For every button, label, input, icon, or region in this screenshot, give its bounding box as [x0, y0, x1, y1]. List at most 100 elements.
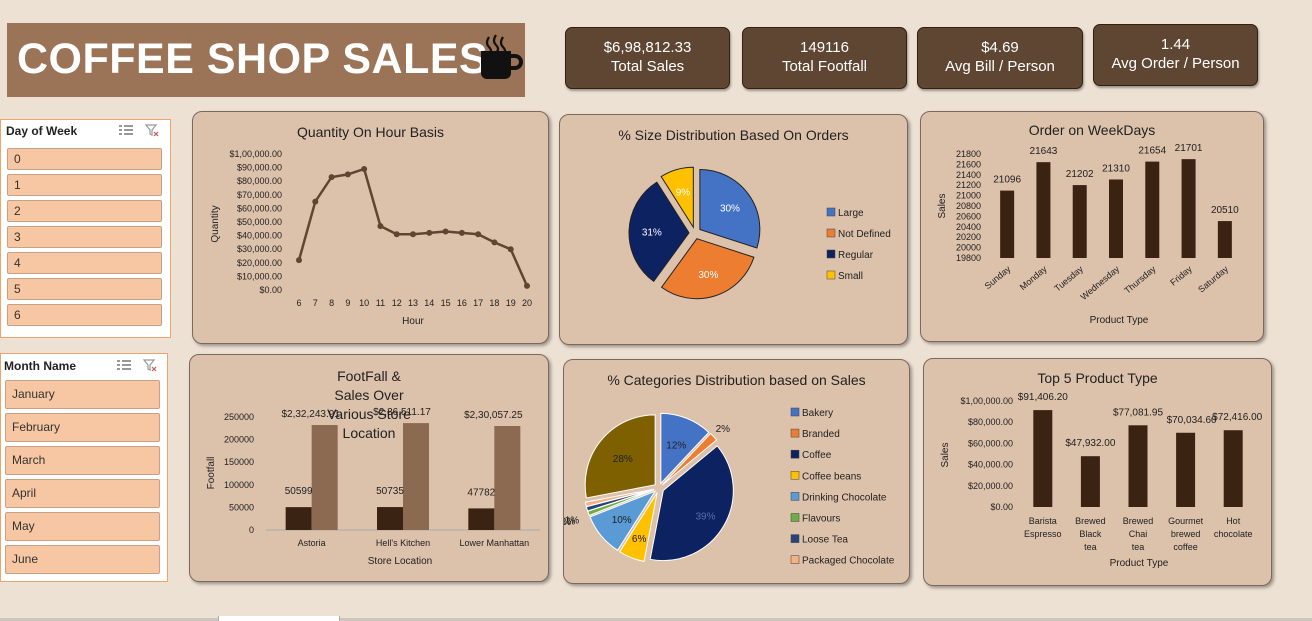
slicer-item[interactable]: 2	[7, 200, 162, 222]
data-label: $91,406.20	[1018, 392, 1068, 403]
data-label: $2,36,511.17	[373, 407, 431, 418]
chart-size-distribution[interactable]: % Size Distribution Based On Orders 30% 3…	[559, 114, 908, 345]
chart-title: FootFall & Sales Over Various Store Loca…	[327, 368, 411, 441]
pie-slice	[589, 490, 657, 551]
data-point	[442, 228, 449, 235]
x-axis-label: Store Location	[368, 556, 433, 567]
line-chart: $0.00 $10,000.00 $20,000.00 $30,000.00 $40,0…	[210, 149, 532, 327]
bar	[1176, 432, 1196, 507]
multi-select-icon[interactable]	[117, 359, 131, 373]
y-tick-label: 20400	[956, 222, 981, 232]
slicer-item[interactable]: 5	[7, 278, 162, 300]
kpi-value: 149116	[800, 39, 849, 56]
chart-top-products[interactable]: Top 5 Product Type $0.00 $20,000.00 $40,00…	[923, 358, 1272, 586]
x-tick-label: Brewed	[1075, 516, 1106, 526]
x-tick-label: 15	[441, 298, 451, 308]
slicer-header: Day of Week	[1, 120, 170, 142]
coffee-cup-icon	[481, 34, 523, 79]
y-tick-label: 21000	[956, 191, 981, 201]
y-tick-label: 20600	[956, 211, 981, 221]
data-label: 21202	[1066, 169, 1094, 180]
y-tick-label: $70,000.00	[237, 190, 282, 200]
data-label: 20510	[1211, 205, 1239, 216]
slice-label: 10%	[612, 515, 632, 526]
x-tick-label: Astoria	[298, 538, 326, 548]
y-tick-label: 100000	[224, 480, 254, 490]
kpi-avg-order: 1.44 Avg Order / Person	[1093, 24, 1258, 86]
clear-filter-icon[interactable]	[142, 359, 157, 373]
x-tick-label: 9	[345, 298, 350, 308]
slicer-item[interactable]: 0	[7, 148, 162, 170]
x-tick-label: Espresso	[1024, 529, 1062, 539]
x-tick-label: Thursday	[1122, 264, 1158, 296]
pie-slice	[660, 166, 694, 229]
y-tick-label: 21600	[956, 159, 981, 169]
legend-label: Small	[838, 271, 863, 282]
slice-label: 30%	[698, 270, 718, 281]
y-tick-label: $30,000.00	[237, 244, 282, 254]
chart-title: % Size Distribution Based On Orders	[618, 127, 849, 143]
bar	[1181, 159, 1196, 258]
sheet-tab[interactable]	[218, 616, 340, 621]
slice-label: 2%	[716, 424, 731, 435]
pie-chart: 30% 30% 31% 9% Large Not Defined Regular Small	[628, 166, 891, 300]
x-tick-label: Tuesday	[1052, 264, 1085, 294]
slicer-item[interactable]: February	[5, 413, 160, 442]
y-tick-label: 0	[249, 525, 254, 535]
y-tick-label: $1,00,000.00	[960, 396, 1013, 406]
y-tick-label: $60,000.00	[237, 203, 282, 213]
chart-title: Top 5 Product Type	[1037, 370, 1158, 386]
clear-filter-icon[interactable]	[144, 124, 159, 138]
pie-slice	[584, 488, 655, 508]
y-tick-label: 20000	[956, 243, 981, 253]
data-label: 21654	[1138, 146, 1166, 157]
x-tick-label: 16	[457, 298, 467, 308]
x-tick-label: Friday	[1168, 264, 1194, 288]
x-axis-label: Product Type	[1090, 315, 1149, 326]
chart-category-distribution[interactable]: % Categories Distribution based on Sales…	[563, 359, 910, 584]
kpi-value: $4.69	[981, 39, 1019, 56]
slicer-item[interactable]: June	[5, 545, 160, 574]
data-point	[393, 231, 400, 238]
x-tick-label: 11	[376, 298, 385, 308]
data-label: 47782	[467, 487, 495, 498]
x-axis-label: Product Type	[1110, 558, 1169, 569]
x-tick-label: brewed	[1171, 529, 1201, 539]
y-axis-label: Sales	[937, 193, 948, 218]
x-tick-label: 18	[489, 298, 499, 308]
chart-weekday-orders[interactable]: Order on WeekDays 19800 20000 20200 20400 20…	[920, 111, 1264, 342]
slice-label: 1%	[564, 516, 575, 527]
y-tick-label: $80,000.00	[237, 176, 282, 186]
x-tick-label: Black	[1079, 529, 1102, 539]
slicer-item[interactable]: March	[5, 446, 160, 475]
data-label: $70,034.60	[1167, 415, 1217, 426]
chart-footfall-sales[interactable]: FootFall & Sales Over Various Store Loca…	[189, 354, 549, 582]
y-tick-label: 150000	[224, 457, 254, 467]
title-banner: COFFEE SHOP SALES	[7, 23, 525, 97]
multi-select-icon[interactable]	[119, 124, 133, 138]
kpi-total-footfall: 149116 Total Footfall	[742, 27, 907, 89]
slicer-item[interactable]: 3	[7, 226, 162, 248]
legend-swatch	[790, 449, 800, 459]
kpi-total-sales: $6,98,812.33 Total Sales	[565, 27, 730, 89]
bar-footfall	[377, 507, 403, 530]
slicer-item[interactable]: 4	[7, 252, 162, 274]
chart-quantity-hourly[interactable]: Quantity On Hour Basis $0.00 $10,000.00 $2…	[192, 111, 549, 344]
x-tick-label: Barista	[1029, 516, 1057, 526]
x-tick-label: 19	[506, 298, 516, 308]
y-axis-label: Sales	[940, 442, 951, 467]
bar-sales	[403, 423, 429, 530]
slicer-item[interactable]: January	[5, 380, 160, 409]
slicer-item[interactable]: April	[5, 479, 160, 508]
x-tick-label: 17	[473, 298, 483, 308]
x-tick-label: Brewed	[1123, 516, 1154, 526]
y-tick-label: 50000	[229, 502, 254, 512]
slicer-item[interactable]: 1	[7, 174, 162, 196]
slicer-item[interactable]: May	[5, 512, 160, 541]
slicer-item[interactable]: 6	[7, 304, 162, 326]
data-label: 50735	[376, 486, 404, 497]
slicer-month-name: Month Name January February March April …	[0, 353, 168, 582]
y-tick-label: 21800	[956, 149, 981, 159]
pie-slice	[649, 445, 734, 562]
y-axis-label: Footfall	[206, 457, 217, 490]
